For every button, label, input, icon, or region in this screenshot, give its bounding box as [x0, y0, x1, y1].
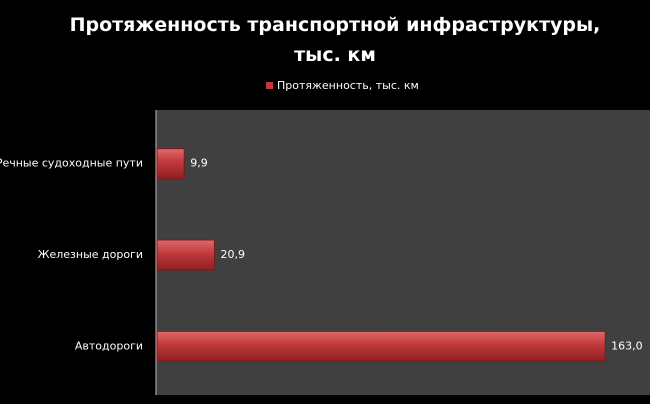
bar	[156, 239, 215, 271]
y-tick-label: Железные дороги	[38, 248, 143, 261]
bar	[156, 148, 185, 180]
value-label: 20,9	[220, 248, 245, 261]
bar	[156, 330, 606, 362]
value-label: 9,9	[190, 157, 208, 170]
legend-swatch	[266, 82, 273, 89]
legend-label: Протяженность, тыс. км	[277, 79, 419, 92]
chart-title: Протяженность транспортной инфраструктур…	[69, 14, 601, 66]
value-label: 163,0	[611, 339, 643, 352]
y-tick-label: Автодороги	[75, 339, 143, 352]
y-tick-label: Речные судоходные пути	[0, 157, 143, 170]
